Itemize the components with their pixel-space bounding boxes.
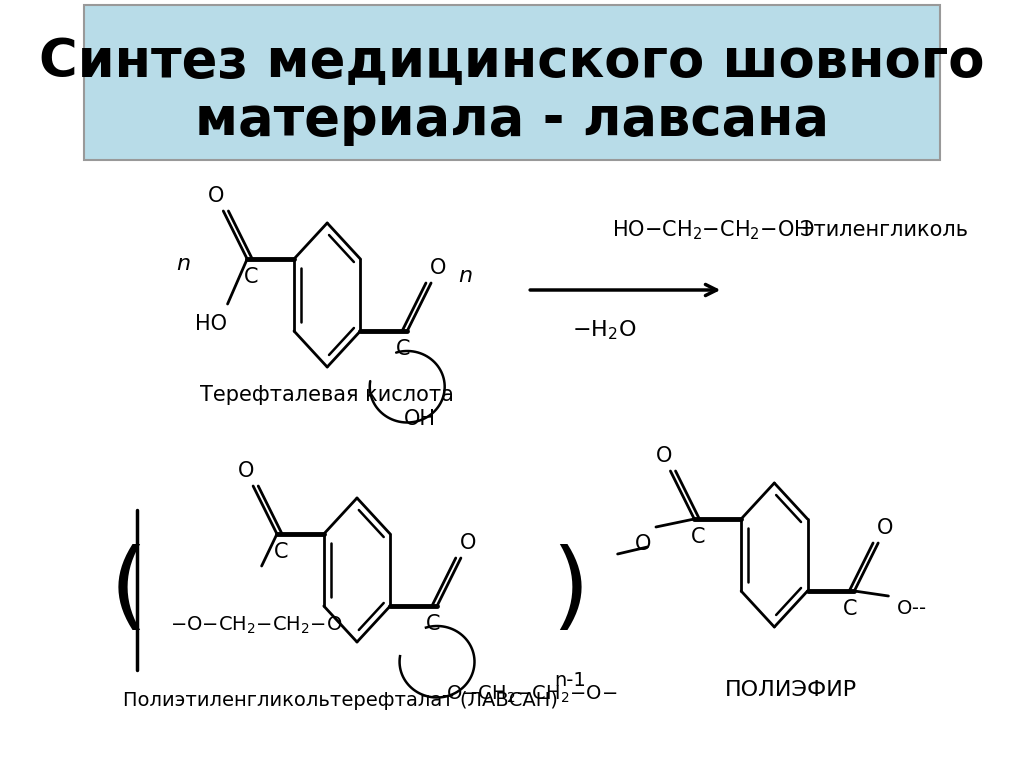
Text: ): ) [551, 544, 589, 637]
Text: O: O [239, 461, 255, 481]
Text: n: n [458, 266, 472, 286]
Text: $-\mathrm{H_2O}$: $-\mathrm{H_2O}$ [571, 318, 636, 342]
Text: Терефталевая кислота: Терефталевая кислота [201, 385, 454, 405]
Text: O: O [877, 518, 893, 538]
Text: C: C [691, 527, 706, 547]
Text: ПОЛИЭФИР: ПОЛИЭФИР [725, 680, 857, 700]
Text: $\mathrm{-O{-}CH_2{-}CH_2{-}O}$: $\mathrm{-O{-}CH_2{-}CH_2{-}O}$ [170, 614, 342, 636]
Text: C: C [843, 599, 857, 619]
Text: материала - лавсана: материала - лавсана [195, 94, 829, 146]
Text: O--: O-- [897, 600, 927, 618]
Text: O: O [460, 533, 476, 553]
Text: n-1: n-1 [554, 670, 586, 690]
Text: C: C [395, 339, 411, 359]
Text: C: C [274, 542, 289, 562]
Text: Синтез медицинского шовного: Синтез медицинского шовного [39, 36, 985, 88]
Text: n: n [176, 254, 190, 274]
Text: HO: HO [195, 314, 226, 334]
Text: C: C [426, 614, 440, 634]
FancyBboxPatch shape [84, 5, 940, 160]
Text: C: C [244, 267, 259, 287]
Text: OH: OH [404, 409, 436, 429]
Text: O: O [430, 258, 446, 278]
Text: O: O [635, 534, 651, 554]
Text: Полиэтиленгликольтерефталат (ЛАВСАН): Полиэтиленгликольтерефталат (ЛАВСАН) [123, 690, 557, 709]
Text: (: ( [110, 544, 147, 637]
Text: O: O [655, 446, 672, 466]
Text: $\mathrm{HO{-}CH_2{-}CH_2{-}OH}$: $\mathrm{HO{-}CH_2{-}CH_2{-}OH}$ [612, 218, 810, 242]
Text: $\mathrm{O{-}CH_2{-}CH_2{-}O{-}}$: $\mathrm{O{-}CH_2{-}CH_2{-}O{-}}$ [445, 683, 616, 705]
Text: Этиленгликоль: Этиленгликоль [800, 220, 969, 240]
Text: O: O [208, 186, 224, 206]
